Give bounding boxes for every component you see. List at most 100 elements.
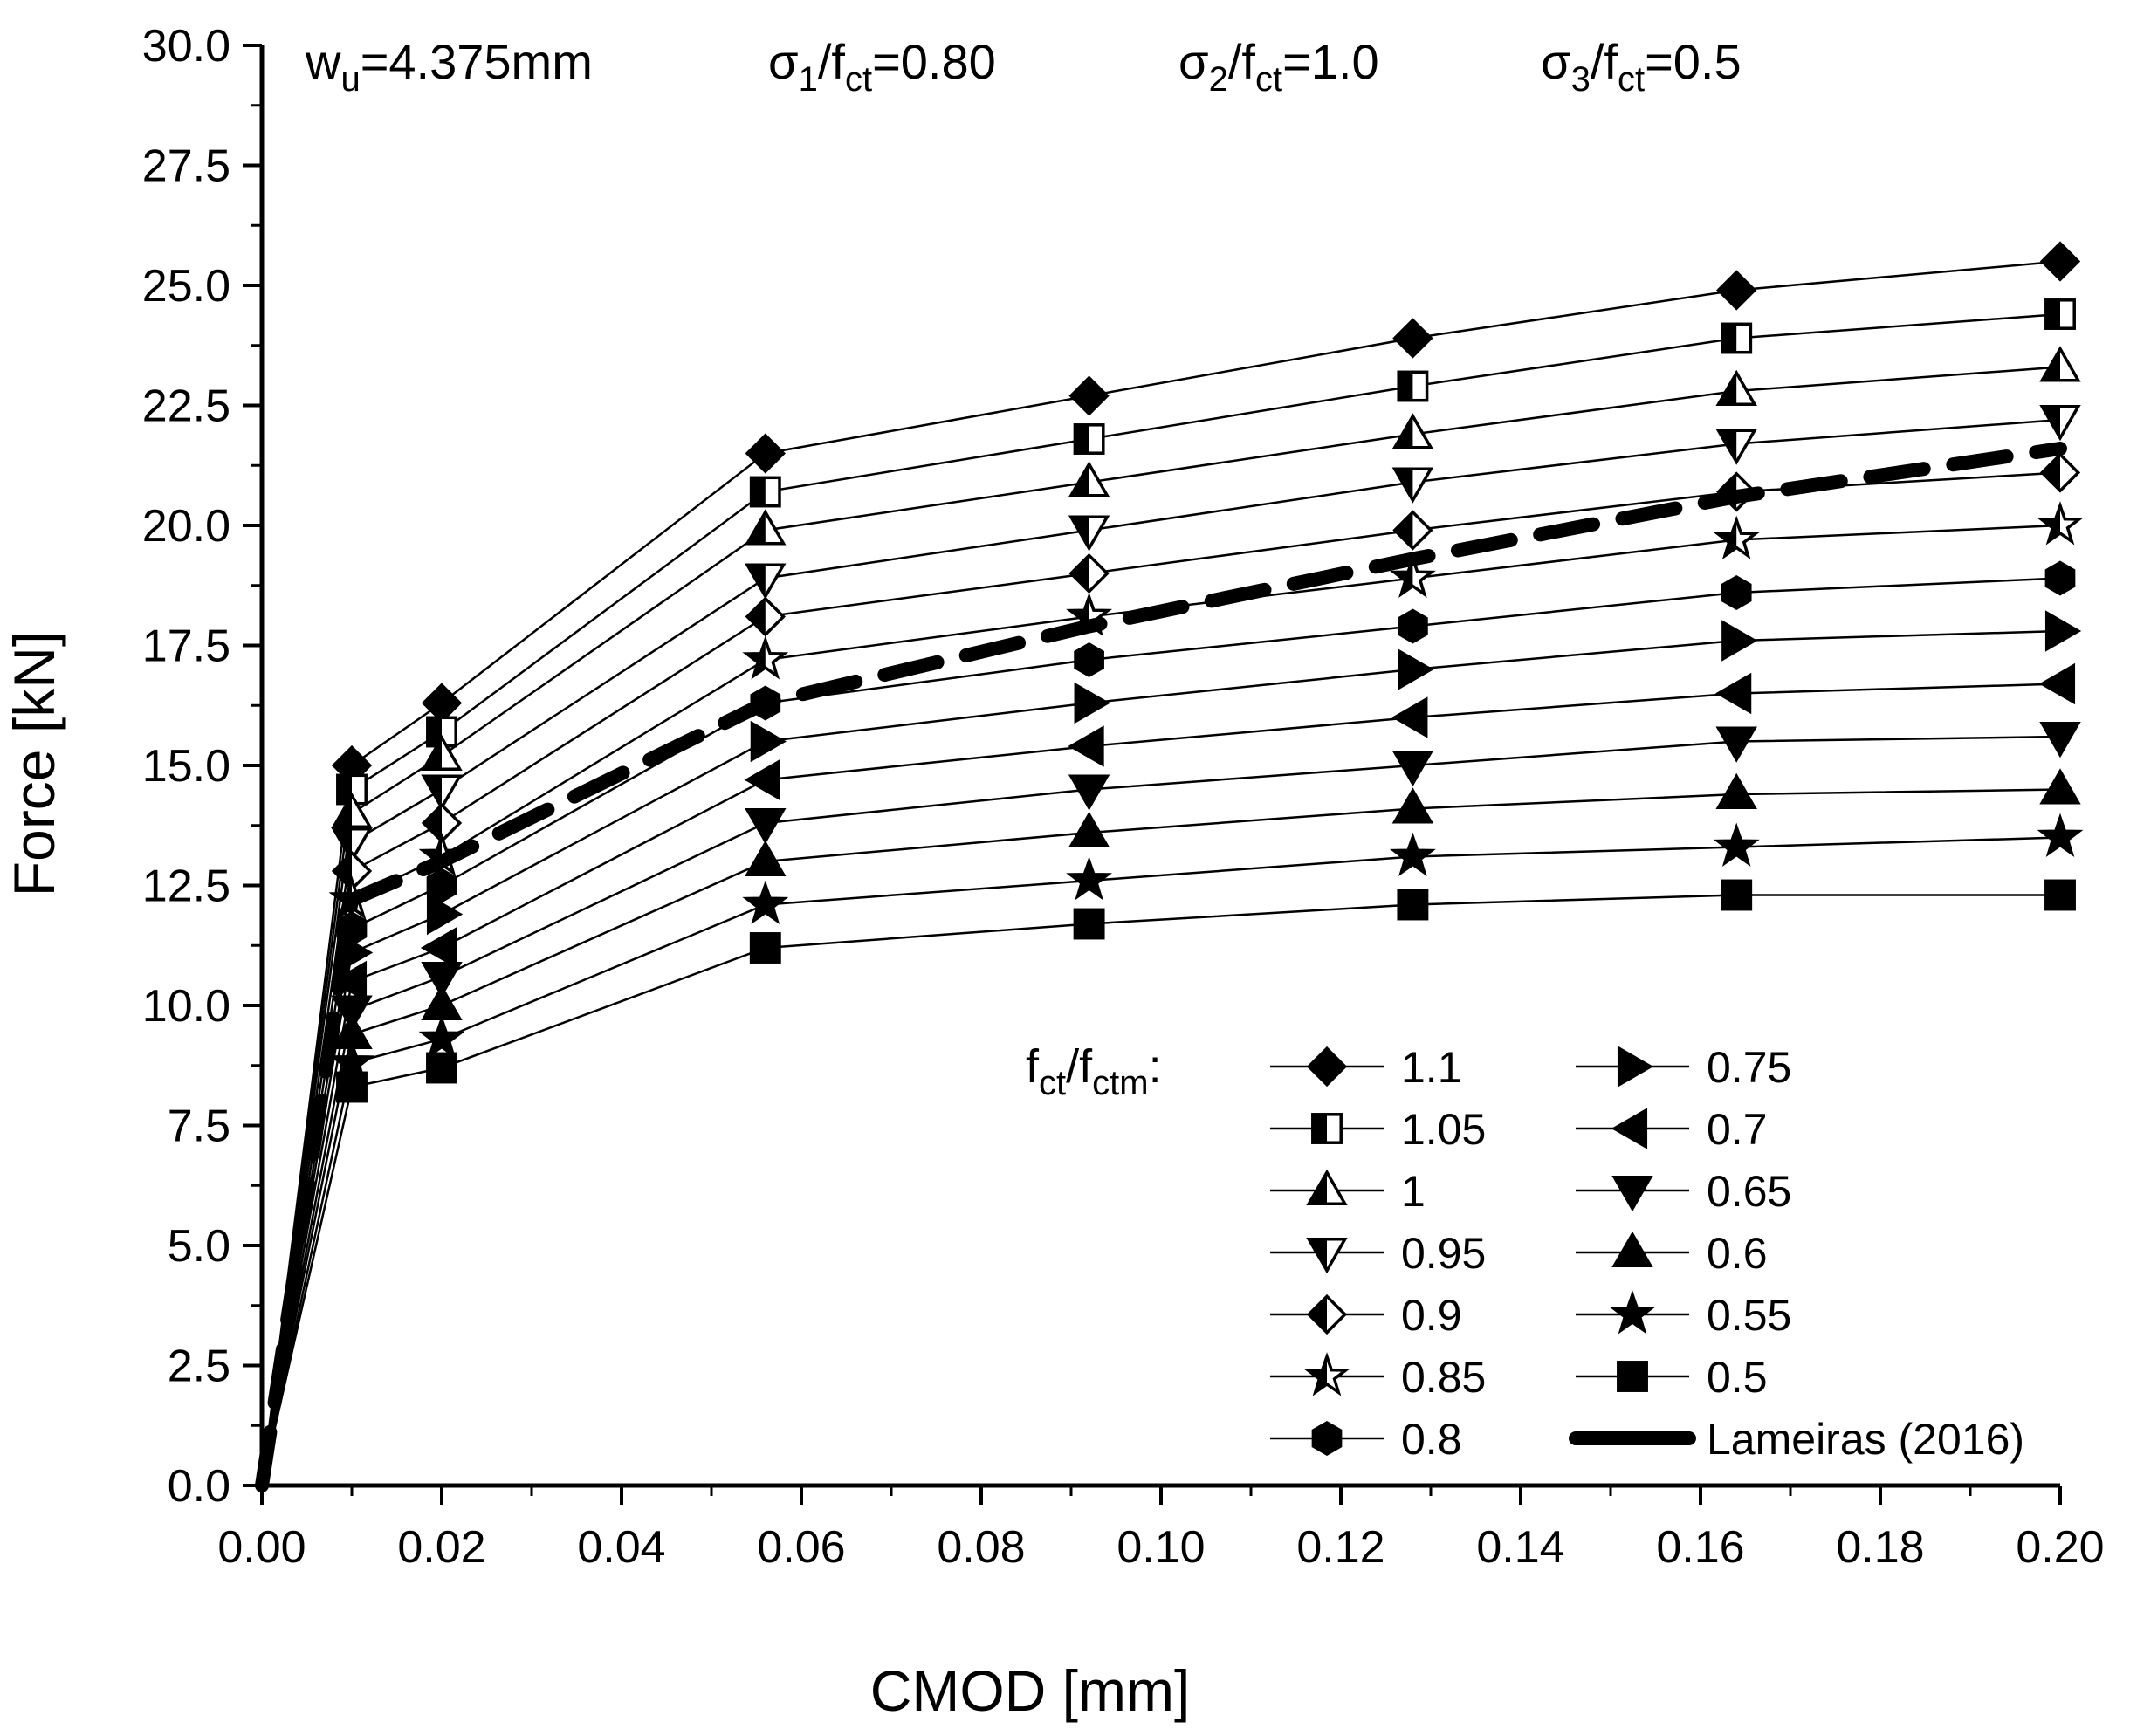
- data-point-fill: [1718, 373, 1737, 405]
- data-point: [421, 961, 463, 998]
- legend-label: 0.85: [1401, 1353, 1486, 1402]
- data-point: [1715, 429, 1757, 465]
- annotation-wu-sub: u: [340, 60, 360, 99]
- data-point-shape: [2039, 241, 2081, 282]
- data-point: [2039, 452, 2081, 493]
- data-point-shape: [1073, 908, 1105, 940]
- data-point-shape: [426, 1052, 457, 1084]
- data-point-fill: [2042, 454, 2060, 491]
- data-point: [745, 563, 787, 600]
- data-point: [1391, 467, 1434, 504]
- annotation-sigma3: σ3/fct=0.5: [1541, 34, 1742, 99]
- data-point: [1721, 574, 1752, 611]
- x-tick-label: 0.12: [1296, 1522, 1384, 1573]
- data-point: [2039, 721, 2081, 758]
- annotation-sigma2: σ2/fct=1.0: [1178, 34, 1379, 99]
- legend-marker-shape: [1617, 1046, 1654, 1088]
- legend-title-slash: /f: [1066, 1040, 1093, 1093]
- series-line: [260, 260, 2061, 1486]
- data-point-fill: [1070, 517, 1089, 549]
- data-point: [426, 868, 457, 903]
- annotation-sigma2-sub1: 2: [1209, 60, 1228, 99]
- data-point-fill: [333, 828, 352, 861]
- data-point-shape: [1391, 750, 1434, 787]
- data-point: [2044, 610, 2082, 652]
- data-point: [420, 927, 457, 969]
- annotation-sigma1: σ1/fct=0.80: [768, 34, 996, 99]
- annotation-sigma1-tail: =0.80: [872, 34, 996, 89]
- legend-title-f: f: [1026, 1040, 1040, 1093]
- legend-marker: [1311, 1113, 1343, 1144]
- legend-marker: [1611, 1231, 1653, 1268]
- data-point: [1068, 552, 1110, 594]
- data-point: [742, 635, 789, 680]
- legend-marker-shape: [1306, 1046, 1348, 1088]
- data-point-shape: [1398, 608, 1428, 644]
- series-line: [260, 471, 2061, 1486]
- legend-title-sub2: ctm: [1092, 1064, 1148, 1102]
- data-point-fill: [747, 598, 766, 635]
- annotation-sigma1-mid: /f: [818, 34, 846, 89]
- series-0.75: [260, 610, 2082, 1486]
- data-point: [426, 893, 464, 936]
- data-point-fill: [746, 640, 766, 676]
- legend-marker: [1617, 1361, 1648, 1392]
- data-point: [331, 827, 373, 864]
- data-point: [1392, 318, 1433, 359]
- data-point-shape: [420, 927, 457, 969]
- data-point: [2044, 879, 2076, 911]
- data-point: [1721, 879, 1753, 911]
- legend-label: 0.6: [1707, 1229, 1768, 1278]
- data-point-shape: [1714, 672, 1752, 715]
- data-point-fill: [2041, 505, 2060, 542]
- legend-marker: [1311, 1420, 1343, 1457]
- data-point-shape: [1398, 648, 1434, 690]
- legend-marker: [1617, 1046, 1654, 1088]
- data-point: [749, 932, 781, 964]
- legend-marker-shape: [1609, 1290, 1656, 1335]
- series-0.7: [260, 662, 2076, 1486]
- x-tick-label: 0.04: [577, 1522, 665, 1573]
- data-point-shape: [1716, 270, 1757, 311]
- series-0.65: [260, 721, 2081, 1486]
- data-point: [1716, 270, 1757, 311]
- data-point-shape: [1392, 318, 1433, 359]
- legend-item-0.7: 0.7: [1576, 1105, 1768, 1154]
- series-0.85: [260, 501, 2084, 1486]
- data-point-shape: [1713, 822, 1760, 868]
- x-tick-label: 0.00: [217, 1522, 306, 1573]
- series-line: [260, 683, 2061, 1486]
- legend-title-colon: :: [1149, 1040, 1162, 1093]
- data-point-fill: [1075, 424, 1089, 454]
- series-1.05: [260, 298, 2076, 1486]
- data-point-fill: [2042, 348, 2060, 381]
- legend-marker: [1611, 1175, 1653, 1212]
- legend-marker-fill: [1309, 1296, 1327, 1333]
- data-point: [745, 433, 786, 474]
- data-point: [331, 995, 373, 1032]
- legend-marker-fill: [1309, 1239, 1327, 1271]
- data-point-fill: [1394, 511, 1413, 549]
- data-point-shape: [745, 840, 787, 877]
- data-point: [749, 476, 781, 508]
- data-point-fill: [1718, 430, 1737, 463]
- legend-marker-fill: [1309, 1172, 1327, 1204]
- data-point: [336, 1071, 368, 1103]
- series-line: [260, 577, 2061, 1486]
- annotation-wu-base: w: [305, 34, 341, 89]
- data-point: [1068, 774, 1110, 811]
- data-point-shape: [745, 807, 787, 845]
- data-point: [421, 683, 463, 724]
- data-point: [1389, 553, 1436, 599]
- data-point-shape: [744, 758, 780, 801]
- legend-marker: [1306, 1237, 1348, 1274]
- y-tick-label: 2.5: [168, 1341, 230, 1392]
- data-point-fill: [1394, 559, 1413, 594]
- data-point: [1391, 696, 1428, 738]
- data-point: [2044, 298, 2076, 330]
- legend-label: 1.1: [1401, 1043, 1462, 1092]
- data-point-fill: [751, 477, 766, 506]
- data-point-shape: [750, 720, 787, 763]
- data-point: [1074, 642, 1104, 678]
- x-tick-label: 0.20: [2016, 1522, 2104, 1573]
